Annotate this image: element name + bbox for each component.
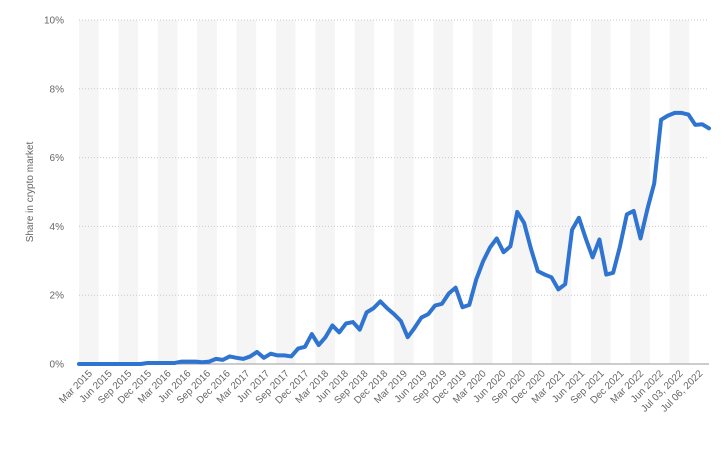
background-band bbox=[394, 20, 414, 364]
background-band bbox=[669, 20, 690, 364]
grid-lines bbox=[79, 19, 709, 365]
y-axis-tick-labels: 0% 2% 4% 6% 8% 10% bbox=[44, 16, 64, 371]
background-band bbox=[472, 20, 493, 364]
background-band bbox=[433, 20, 454, 364]
y-tick-label: 8% bbox=[50, 84, 65, 95]
background-band bbox=[79, 20, 99, 364]
series-group bbox=[77, 110, 711, 366]
background-band bbox=[157, 20, 178, 364]
y-tick-label: 4% bbox=[50, 222, 65, 233]
background-band bbox=[354, 20, 375, 364]
y-tick-label: 10% bbox=[44, 16, 64, 27]
y-tick-label: 0% bbox=[50, 360, 65, 371]
background-band bbox=[197, 20, 217, 364]
background-band bbox=[630, 20, 650, 364]
background-bands bbox=[79, 20, 690, 364]
y-tick-label: 6% bbox=[50, 153, 65, 164]
y-tick-label: 2% bbox=[50, 291, 65, 302]
background-band bbox=[590, 20, 611, 364]
background-band bbox=[236, 20, 257, 364]
background-band bbox=[118, 20, 139, 364]
background-band bbox=[512, 20, 532, 364]
y-axis-title: Share in crypto market bbox=[25, 141, 36, 242]
series-line bbox=[77, 110, 711, 366]
background-band bbox=[551, 20, 572, 364]
background-band bbox=[315, 20, 335, 364]
background-band bbox=[275, 20, 296, 364]
